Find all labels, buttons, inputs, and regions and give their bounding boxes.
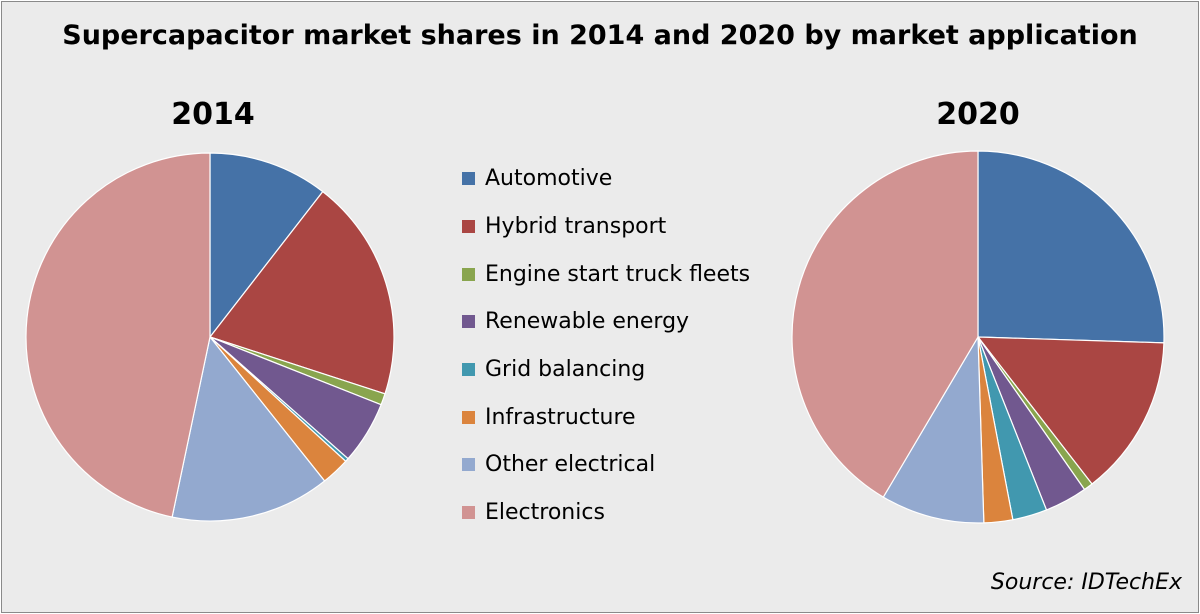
pie-slice-2020-automotive (977, 150, 1165, 344)
legend-swatch (462, 267, 475, 281)
legend-label: Automotive (485, 166, 613, 192)
legend-item: Renewable energy (462, 298, 750, 346)
legend-swatch (462, 315, 475, 329)
pie-title-2014: 2014 (171, 97, 255, 132)
legend: Automotive Hybrid transport Engine start… (462, 155, 750, 537)
legend-item: Automotive (462, 155, 750, 203)
legend-label: Other electrical (485, 452, 656, 478)
legend-swatch (462, 172, 475, 186)
legend-swatch (462, 506, 475, 520)
chart-title: Supercapacitor market shares in 2014 and… (62, 20, 1138, 51)
legend-label: Hybrid transport (485, 214, 667, 240)
legend-item: Infrastructure (462, 393, 750, 441)
legend-item: Other electrical (462, 441, 750, 489)
legend-swatch (462, 363, 475, 377)
legend-label: Electronics (485, 500, 605, 526)
legend-swatch (462, 458, 475, 472)
pie-2020 (791, 150, 1165, 524)
pie-slice-2014-automotive (209, 152, 324, 339)
pie-slice-2020-hybrid-transport (976, 336, 1165, 485)
legend-label: Grid balancing (485, 357, 646, 383)
pie-slice-2014-electronics (25, 152, 211, 518)
pie-slice-2020-other-electrical (882, 334, 985, 524)
legend-label: Infrastructure (485, 404, 636, 430)
legend-label: Engine start truck fleets (485, 261, 751, 287)
source-note: Source: IDTechEx (990, 570, 1182, 595)
legend-swatch (462, 220, 475, 234)
legend-label: Renewable energy (485, 309, 690, 335)
pie-title-2020: 2020 (936, 97, 1020, 132)
pie-slice-2020-electronics (791, 150, 979, 498)
pie-2014 (25, 152, 395, 522)
pie-slice-2014-other-electrical (171, 335, 326, 522)
legend-item: Electronics (462, 489, 750, 537)
legend-item: Hybrid transport (462, 203, 750, 251)
legend-swatch (462, 410, 475, 424)
pie-slice-2014-hybrid-transport (209, 190, 395, 395)
legend-item: Grid balancing (462, 346, 750, 394)
legend-item: Engine start truck fleets (462, 250, 750, 298)
